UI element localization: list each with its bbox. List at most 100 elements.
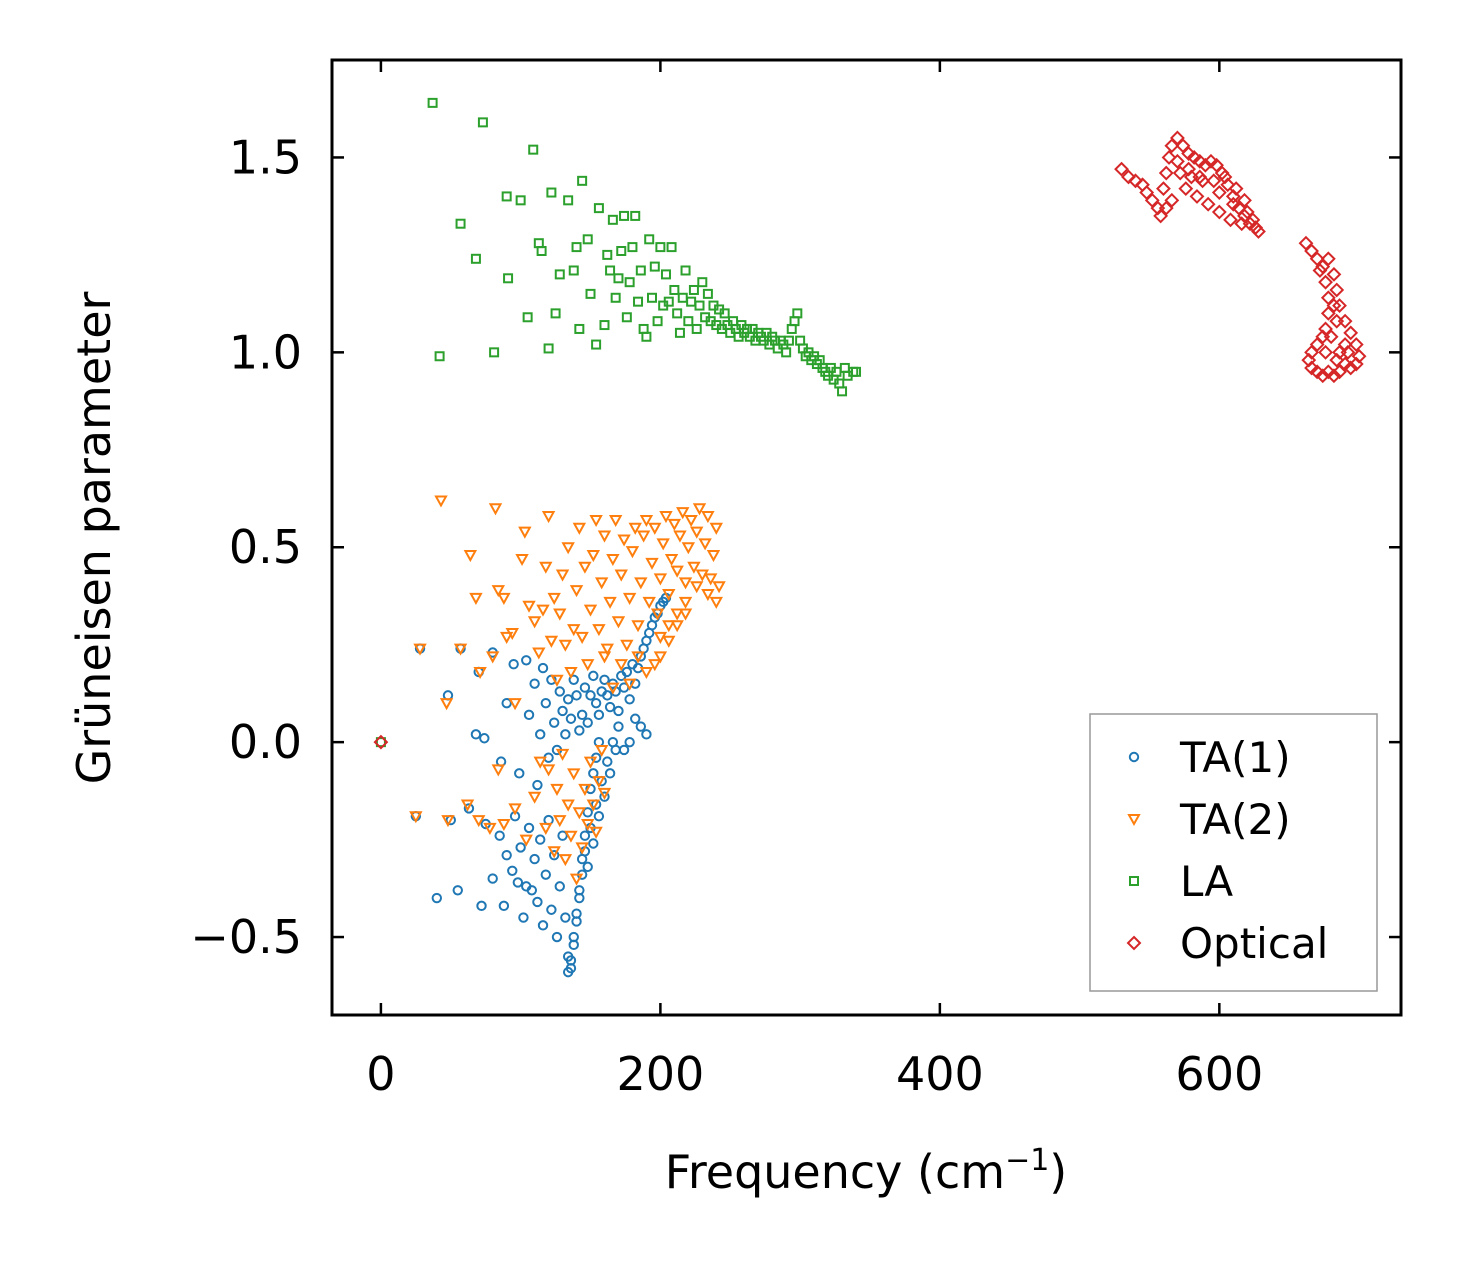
- data-point: [470, 253, 481, 264]
- data-point: [535, 729, 546, 740]
- data-point: [588, 838, 599, 849]
- data-point: [453, 643, 468, 656]
- data-point: [674, 327, 685, 338]
- data-point: [501, 697, 512, 709]
- data-point: [518, 526, 532, 539]
- data-point: [460, 799, 475, 812]
- data-point: [562, 966, 574, 978]
- data-point: [1332, 298, 1347, 313]
- data-point: [547, 846, 561, 859]
- data-point: [1343, 360, 1359, 376]
- data-point: [537, 662, 549, 674]
- legend-label: LA: [1180, 857, 1233, 906]
- data-point: [677, 292, 688, 303]
- data-point: [463, 803, 475, 814]
- data-point: [452, 885, 463, 896]
- data-point: [1203, 153, 1219, 169]
- data-point: [663, 296, 674, 307]
- data-point: [527, 616, 542, 629]
- data-point: [593, 203, 604, 214]
- data-point: [476, 900, 487, 912]
- data-point: [590, 697, 602, 709]
- data-point: [656, 538, 670, 551]
- data-point: [683, 316, 694, 327]
- data-point: [602, 249, 613, 260]
- data-point: [1192, 153, 1208, 169]
- data-point: [586, 550, 601, 563]
- series-ta-1-: [410, 592, 672, 978]
- data-point: [597, 530, 612, 543]
- data-point: [439, 698, 454, 711]
- data-point: [515, 195, 526, 206]
- data-point: [537, 920, 549, 931]
- data-point: [641, 331, 652, 342]
- data-point: [647, 292, 658, 303]
- data-point: [523, 822, 535, 834]
- data-point: [664, 553, 679, 566]
- data-point: [554, 269, 565, 280]
- data-point: [563, 195, 574, 206]
- data-point: [678, 608, 693, 621]
- data-point: [515, 553, 529, 566]
- data-point: [568, 931, 579, 943]
- data-point: [645, 557, 659, 570]
- data-point: [625, 546, 640, 559]
- data-point: [548, 849, 560, 861]
- data-point: [676, 507, 690, 520]
- data-point: [1211, 185, 1227, 200]
- data-point: [1329, 282, 1345, 298]
- data-point: [554, 686, 565, 697]
- data-point: [567, 624, 581, 637]
- data-point: [483, 822, 497, 835]
- data-point: [1315, 368, 1331, 384]
- data-point: [600, 643, 614, 656]
- data-point: [594, 744, 609, 757]
- data-point: [508, 698, 522, 711]
- data-point: [692, 503, 707, 516]
- data-point: [792, 308, 803, 319]
- data-point: [553, 815, 567, 828]
- data-point: [1121, 169, 1136, 185]
- plot-frame: [330, 58, 1403, 1017]
- data-point: [561, 799, 575, 812]
- y-tick-label: 0.5: [229, 520, 302, 574]
- series-layer: [373, 97, 1367, 978]
- data-point: [507, 865, 518, 876]
- data-point: [618, 744, 630, 756]
- data-point: [550, 783, 564, 796]
- data-point: [619, 210, 630, 221]
- y-tick-label: 1.0: [229, 325, 302, 379]
- data-point: [409, 811, 423, 824]
- data-point: [472, 815, 486, 828]
- data-point: [574, 725, 585, 736]
- data-point: [494, 830, 505, 841]
- data-point: [701, 589, 715, 602]
- legend-label: Optical: [1180, 919, 1328, 968]
- series-la: [375, 97, 862, 748]
- data-point: [605, 265, 616, 276]
- data-point: [541, 764, 556, 777]
- data-point: [648, 522, 662, 535]
- data-point: [522, 600, 536, 613]
- data-point: [691, 323, 702, 334]
- data-point: [617, 534, 631, 547]
- data-point: [564, 666, 578, 680]
- data-point: [550, 674, 564, 687]
- data-point: [536, 604, 550, 617]
- data-point: [585, 288, 596, 299]
- x-tick-label: 400: [896, 1047, 984, 1101]
- data-point: [1318, 344, 1333, 360]
- data-point: [1234, 216, 1250, 232]
- data-point: [719, 308, 730, 319]
- data-point: [1326, 368, 1342, 384]
- data-point: [694, 300, 705, 311]
- data-point: [529, 678, 540, 689]
- data-point: [544, 635, 559, 648]
- data-point: [550, 308, 561, 319]
- data-point: [561, 542, 575, 555]
- data-point: [582, 717, 593, 728]
- x-tick-label: 200: [616, 1047, 704, 1101]
- data-point: [508, 658, 519, 670]
- data-point: [585, 690, 596, 701]
